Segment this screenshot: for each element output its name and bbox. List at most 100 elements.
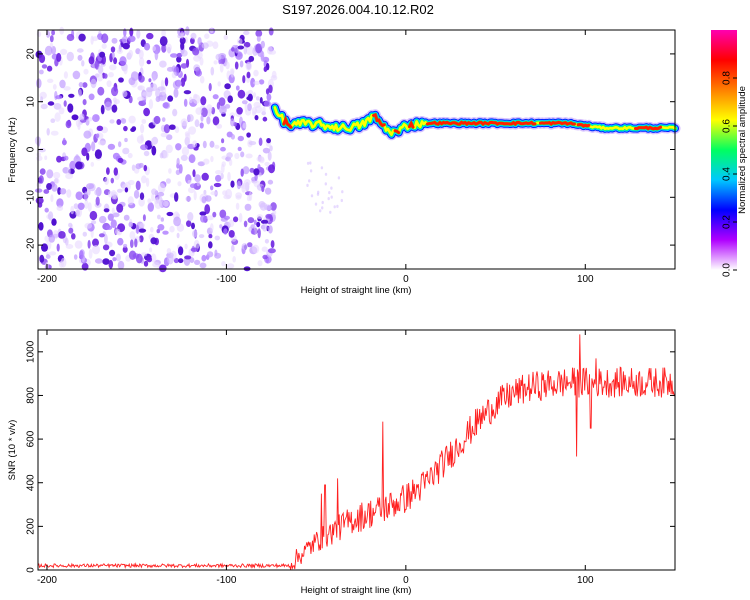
spectrogram-noise-blob xyxy=(219,105,227,115)
spectrogram-noise-blob xyxy=(63,86,71,91)
spectrogram-noise-blob xyxy=(230,118,235,127)
spectrogram-x-tick-label: 100 xyxy=(577,274,594,285)
spectrogram-noise-blob xyxy=(127,196,134,206)
spectrogram-noise-blob xyxy=(68,93,75,98)
spectrogram-noise-blob xyxy=(324,172,328,176)
spectrogram-noise-blob xyxy=(205,195,212,202)
spectrogram-noise-blob xyxy=(146,32,154,40)
spectrogram-noise-blob xyxy=(337,176,341,180)
spectrogram-noise-blob xyxy=(36,78,42,89)
spectrogram-noise-blob xyxy=(231,47,235,52)
spectrogram-noise-blob xyxy=(66,33,75,42)
spectrogram-noise-blob xyxy=(264,239,269,244)
spectrogram-noise-blob xyxy=(47,78,54,84)
snr-y-tick-label: 800 xyxy=(26,387,37,404)
spectrogram-noise-blob xyxy=(267,248,276,254)
spectrogram-noise-blob xyxy=(184,243,188,250)
spectrogram-noise-blob xyxy=(159,36,168,47)
spectrogram-noise-blob xyxy=(157,86,166,91)
spectrogram-noise-blob xyxy=(262,147,270,154)
spectrogram-noise-blob xyxy=(240,151,245,158)
snr-x-tick-label: -100 xyxy=(216,575,236,586)
spectrogram-noise-blob xyxy=(201,172,209,181)
spectrogram-noise-blob xyxy=(134,238,138,248)
spectrogram-noise-blob xyxy=(81,147,88,157)
spectrogram-noise-blob xyxy=(115,253,121,262)
spectrogram-noise-blob xyxy=(219,224,223,229)
spectrogram-noise-blob xyxy=(247,103,252,111)
spectrogram-noise-blob xyxy=(199,211,207,216)
colorbar-tick-label: 0.6 xyxy=(722,119,733,133)
spectrogram-noise-blob xyxy=(208,83,212,92)
spectrogram-noise-blob xyxy=(87,117,93,122)
spectrogram-noise-blob xyxy=(188,96,193,104)
spectrogram-noise-blob xyxy=(79,113,85,121)
spectrogram-noise-blob xyxy=(153,115,161,125)
spectrogram-noise-blob xyxy=(252,92,257,98)
spectrogram-noise-blob xyxy=(161,29,167,38)
spectrogram-noise-blob xyxy=(213,60,218,65)
spectrogram-noise-blob xyxy=(131,126,137,132)
spectrogram-noise-blob xyxy=(117,49,123,54)
spectrogram-carrier-peak xyxy=(538,120,576,127)
spectrogram-noise-blob xyxy=(187,114,194,122)
spectrogram-noise-blob xyxy=(212,116,220,126)
spectrogram-noise-blob xyxy=(187,179,192,185)
spectrogram-noise-blob xyxy=(155,96,161,103)
spectrogram-noise-blob xyxy=(116,203,124,213)
spectrogram-noise-blob xyxy=(124,137,128,143)
spectrogram-noise-blob xyxy=(243,220,248,228)
spectrogram-noise-blob xyxy=(170,53,178,58)
spectrogram-noise-blob xyxy=(235,192,243,199)
spectrogram-noise-blob xyxy=(309,169,313,173)
spectrogram-noise-blob xyxy=(148,99,154,110)
spectrogram-noise-blob xyxy=(151,145,157,156)
spectrogram-noise-blob xyxy=(94,149,102,160)
spectrogram-noise-blob xyxy=(262,254,269,260)
spectrogram-noise-blob xyxy=(94,258,103,264)
spectrogram-noise-blob xyxy=(60,257,67,268)
spectrogram-noise-blob xyxy=(143,107,151,117)
spectrogram-noise-blob xyxy=(188,126,197,135)
spectrogram-noise-blob xyxy=(270,240,275,249)
spectrogram-noise-blob xyxy=(246,195,251,202)
spectrogram-noise-blob xyxy=(84,222,93,229)
snr-x-tick-label: -200 xyxy=(37,575,57,586)
spectrogram-noise-blob xyxy=(78,89,82,97)
spectrogram-noise-blob xyxy=(77,54,83,61)
colorbar: 0.0 0.2 0.4 0.6 0.8 Normalized spectral ampl… xyxy=(711,30,748,277)
spectrogram-noise-blob xyxy=(219,209,227,219)
spectrogram-noise-blob xyxy=(246,132,251,138)
spectrogram-noise-blob xyxy=(123,243,128,248)
spectrogram-noise-blob xyxy=(250,229,256,235)
snr-y-tick-label: 200 xyxy=(26,518,37,535)
spectrogram-carrier-peak xyxy=(393,129,401,135)
spectrogram-noise-blob xyxy=(327,197,330,201)
spectrogram-y-tick-label: 20 xyxy=(26,48,37,60)
spectrogram-noise-blob xyxy=(172,108,178,117)
spectrogram-noise-blob xyxy=(121,90,128,98)
spectrogram-noise-blob xyxy=(163,124,170,134)
spectrogram-noise-blob xyxy=(141,252,148,257)
spectrogram-noise-blob xyxy=(269,145,273,152)
spectrogram-noise-blob xyxy=(138,228,147,233)
spectrogram-noise-blob xyxy=(191,222,195,230)
spectrogram-y-tick-label: -20 xyxy=(26,237,37,252)
spectrogram-noise-blob xyxy=(176,56,182,63)
spectrogram-noise-blob xyxy=(210,185,214,191)
spectrogram-noise-blob xyxy=(36,182,41,189)
spectrogram-y-tick-label: 0 xyxy=(26,146,37,152)
spectrogram-noise-blob xyxy=(83,191,88,201)
spectrogram-noise-blob xyxy=(139,192,145,200)
spectrogram-noise-blob xyxy=(111,37,118,44)
spectrogram-noise-blob xyxy=(177,246,184,256)
spectrogram-noise-blob xyxy=(267,151,272,161)
spectrogram-noise-blob xyxy=(188,154,196,164)
spectrogram-noise-blob xyxy=(127,179,135,186)
spectrogram-carrier-peak xyxy=(372,112,386,128)
spectrogram-noise-blob xyxy=(104,177,109,186)
spectrogram-noise-blob xyxy=(202,140,207,149)
spectrogram-noise-blob xyxy=(140,123,145,134)
spectrogram-noise-blob xyxy=(48,211,54,221)
spectrogram-noise-blob xyxy=(138,75,145,83)
